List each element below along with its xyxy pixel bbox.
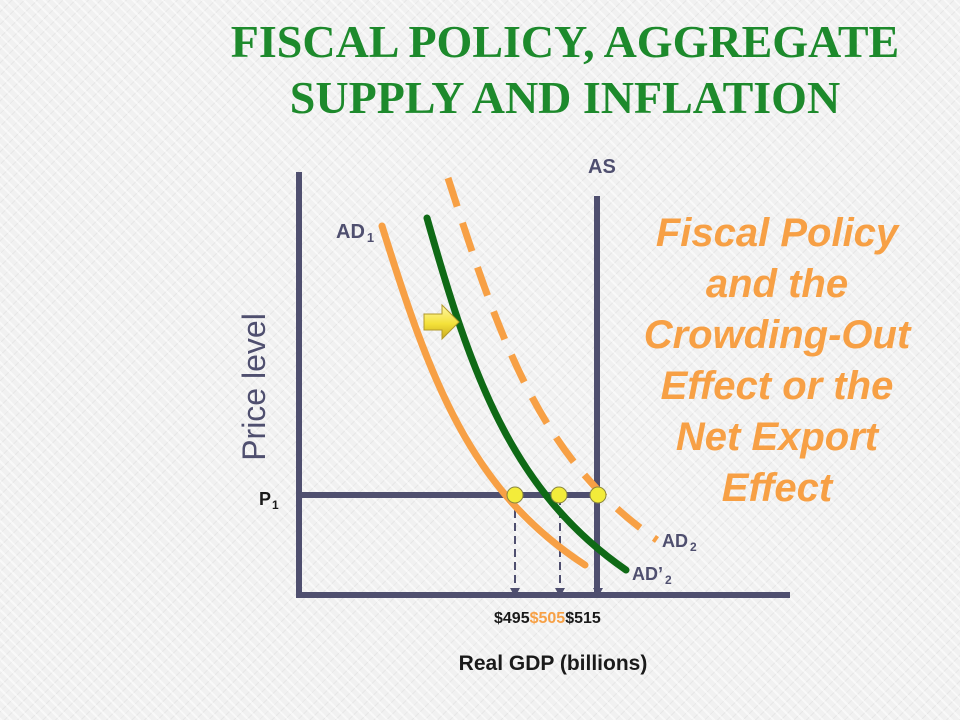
equilibrium-point-515 [589, 486, 607, 504]
x-axis-label: Real GDP (billions) [459, 652, 648, 675]
drop-arrowheads [510, 588, 603, 597]
note-line-3: Crowding-Out [643, 313, 911, 357]
p1-label: P1 [259, 489, 279, 512]
drop-arrow-495 [510, 588, 520, 597]
ad-prime-2-label: AD’ 2 [632, 564, 672, 587]
drop-arrow-515 [593, 588, 603, 597]
y-axis-label: Price level [236, 313, 272, 461]
right-arrow-icon [423, 303, 460, 341]
note-line-2: and the [705, 262, 849, 306]
note-line-6: Effect [721, 466, 833, 510]
ad2-curve [444, 176, 659, 543]
gdp-tick-505: $505 [530, 610, 566, 627]
equilibrium-point-505 [550, 486, 568, 504]
gdp-tick-495: $495 [494, 610, 530, 627]
gdp-tick-515: $515 [565, 610, 601, 627]
note-line-5: Net Export [675, 415, 879, 459]
ad1-curve [378, 222, 589, 569]
title-line-1: FISCAL POLICY, AGGREGATE [230, 16, 900, 67]
drop-arrow-505 [555, 588, 565, 597]
note-line-1: Fiscal Policy [655, 211, 899, 255]
note-line-4: Effect or the [660, 364, 894, 408]
gdp-tick-labels: $495$505$515 [494, 610, 601, 627]
as-label: AS [588, 156, 616, 178]
ad-prime-2-curve [423, 214, 630, 574]
equilibrium-point-495 [506, 486, 524, 504]
title-line-2: SUPPLY AND INFLATION [289, 72, 841, 123]
ad1-label: AD 1 [336, 221, 374, 245]
ad2-label: AD 2 [662, 531, 697, 554]
slide-title: FISCAL POLICY, AGGREGATE SUPPLY AND INFL… [170, 14, 960, 126]
fiscal-policy-note: Fiscal Policy and the Crowding-Out Effec… [612, 208, 942, 514]
